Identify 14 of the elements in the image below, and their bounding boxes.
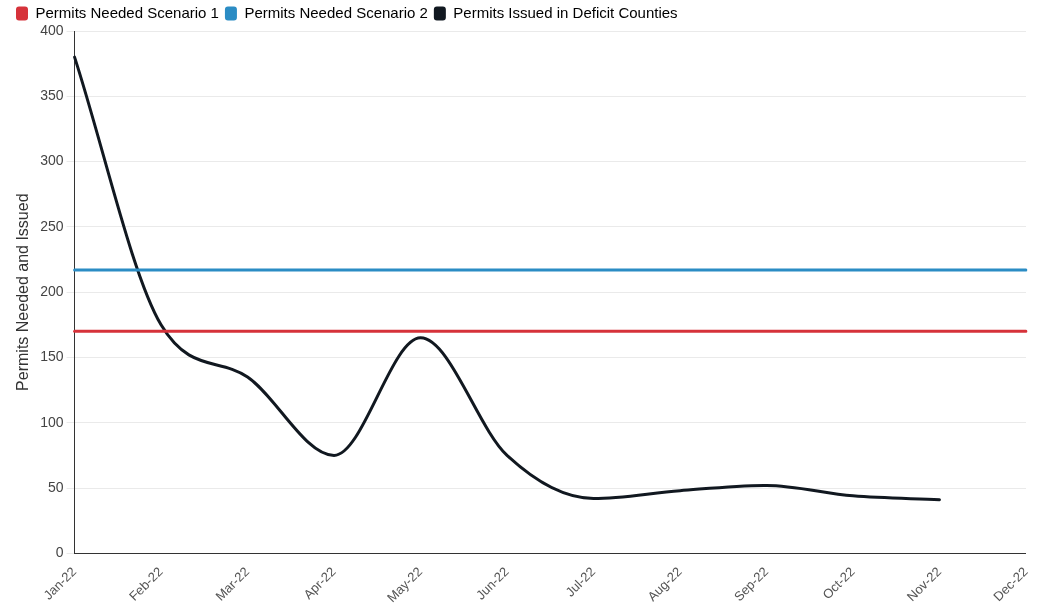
y-tick-label: 100 [40,413,64,430]
y-tick-label: 0 [55,544,64,561]
legend-label: Permits Needed Scenario 2 [244,3,428,21]
y-tick-label: 200 [40,283,64,300]
y-tick-label: 350 [40,87,64,104]
y-tick-label: 150 [40,348,64,365]
y-axis-title: Permits Needed and Issued [14,193,32,391]
legend-label: Permits Issued in Deficit Counties [453,3,678,21]
y-tick-label: 300 [40,152,64,169]
legend-label: Permits Needed Scenario 1 [35,3,219,21]
y-tick-label: 50 [47,478,64,495]
line-series [73,55,941,502]
y-tick-label: 250 [40,217,64,234]
y-tick-label: 400 [40,21,64,38]
